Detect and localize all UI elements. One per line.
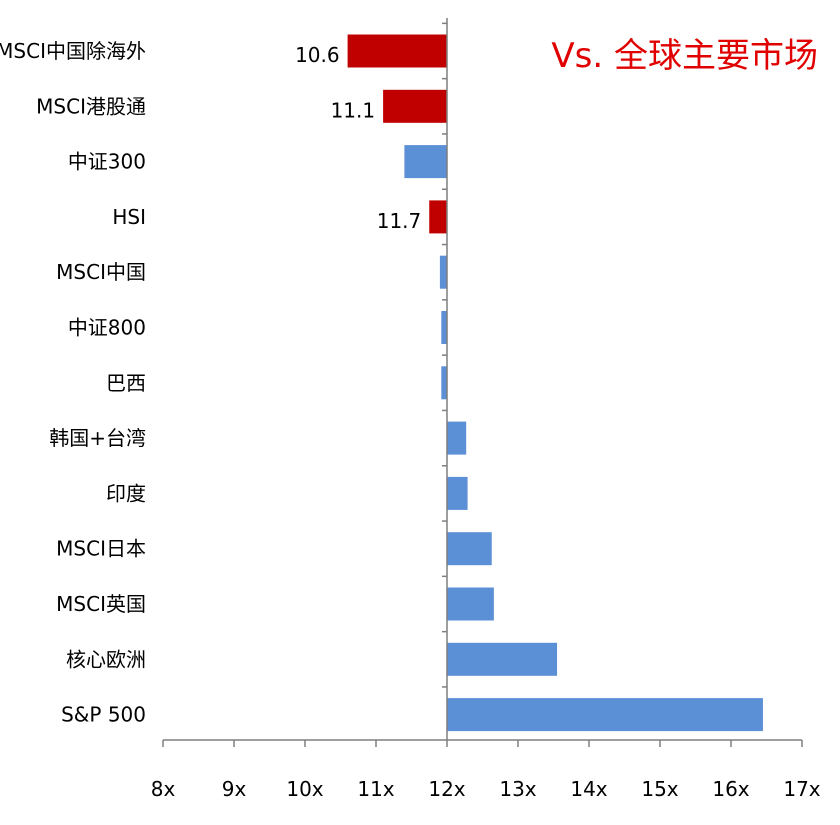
- bar: [447, 532, 492, 566]
- bar: [404, 145, 447, 179]
- data-label: 11.1: [331, 98, 376, 122]
- bar: [447, 587, 494, 621]
- bar: [447, 421, 467, 455]
- bar: [383, 89, 447, 123]
- category-label: MSCI日本: [56, 537, 146, 561]
- x-tick-label: 14x: [570, 777, 607, 801]
- category-label: 中证300: [68, 150, 146, 174]
- x-tick-label: 17x: [783, 777, 820, 801]
- category-label: 印度: [106, 481, 146, 505]
- data-label: 11.7: [377, 209, 422, 233]
- bar: [439, 255, 447, 289]
- chart-annotation: Vs. 全球主要市场: [551, 36, 818, 76]
- bar: [447, 476, 468, 510]
- category-label: S&P 500: [61, 703, 146, 727]
- bar: [447, 698, 763, 732]
- bar: [447, 642, 558, 676]
- category-label: HSI: [112, 205, 146, 229]
- category-label: 核心欧洲: [66, 647, 146, 671]
- x-tick-label: 15x: [641, 777, 678, 801]
- category-label: 中证800: [68, 316, 146, 340]
- category-label: MSCI中国: [56, 260, 146, 284]
- category-label: MSCI英国: [56, 592, 146, 616]
- data-label: 10.6: [295, 43, 340, 67]
- category-label: MSCI中国除海外: [0, 39, 146, 63]
- x-tick-label: 16x: [712, 777, 749, 801]
- category-label: MSCI港股通: [36, 94, 146, 118]
- x-tick-label: 9x: [222, 777, 247, 801]
- bar: [429, 200, 447, 234]
- x-tick-label: 11x: [357, 777, 394, 801]
- bar: [441, 311, 447, 344]
- bar: [347, 34, 447, 68]
- x-tick-label: 10x: [286, 777, 323, 801]
- category-label: 韩国+台湾: [49, 426, 146, 450]
- bar: [441, 366, 447, 400]
- x-tick-label: 13x: [499, 777, 536, 801]
- category-label: 巴西: [106, 371, 146, 395]
- x-tick-label: 8x: [151, 777, 176, 801]
- x-tick-label: 12x: [428, 777, 465, 801]
